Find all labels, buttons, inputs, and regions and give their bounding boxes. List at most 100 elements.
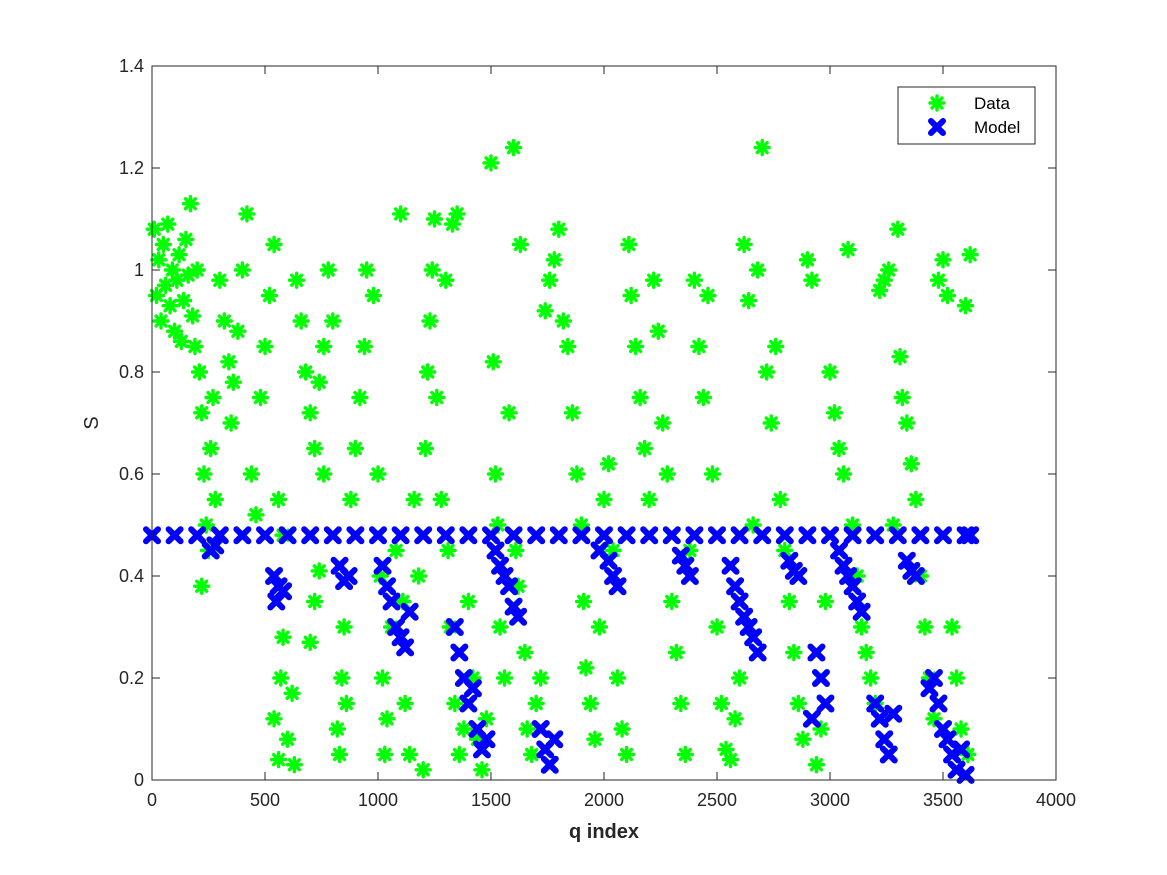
data-point [721, 750, 740, 769]
data-point [414, 761, 432, 779]
data-point [617, 745, 636, 764]
data-point [735, 235, 753, 254]
model-point [807, 643, 826, 662]
model-point [527, 526, 546, 545]
data-point [907, 490, 925, 509]
data-point [690, 337, 708, 356]
model-point [934, 526, 952, 545]
data-point [222, 414, 240, 432]
data-point [369, 465, 387, 483]
data-point [287, 271, 306, 289]
data-point [301, 633, 319, 651]
data-point [518, 720, 536, 738]
model-point [888, 526, 907, 545]
data-point [522, 745, 541, 764]
data-point [658, 465, 676, 483]
data-point [834, 465, 853, 483]
model-point [929, 694, 948, 713]
data-point [554, 312, 573, 330]
data-point [916, 618, 934, 636]
data-point [224, 373, 243, 391]
model-point [830, 541, 849, 560]
data-point [391, 205, 410, 223]
data-point [181, 194, 200, 213]
model-point [884, 704, 903, 723]
model-point [608, 577, 627, 596]
model-point [816, 694, 835, 713]
model-point [730, 592, 749, 611]
model-point [396, 638, 415, 657]
data-point [409, 567, 428, 585]
model-point [595, 526, 613, 545]
data-point [925, 710, 943, 728]
data-point [527, 694, 545, 713]
data-point [631, 388, 649, 407]
data-point [342, 490, 360, 509]
data-point [803, 271, 821, 289]
model-point [617, 526, 636, 545]
data-point [839, 240, 857, 259]
model-point [477, 730, 496, 749]
data-point [183, 307, 202, 325]
model-point [726, 577, 745, 596]
data-point [416, 439, 435, 458]
data-point [419, 363, 437, 381]
data-point [758, 363, 776, 381]
legend-label-data: Data [974, 94, 1010, 113]
data-point [174, 291, 193, 310]
model-point [753, 526, 772, 545]
model-point [775, 526, 794, 545]
data-point [296, 363, 315, 381]
data-point [581, 694, 600, 713]
series-data [145, 138, 979, 779]
model-point [924, 669, 943, 687]
x-tick-label: 1000 [358, 790, 398, 810]
y-tick-label: 1.4 [119, 56, 144, 76]
data-point [484, 353, 502, 371]
data-point [507, 541, 525, 560]
data-point [152, 312, 170, 330]
data-point [358, 261, 376, 279]
model-point [748, 643, 767, 662]
data-point [947, 669, 966, 687]
data-point [195, 465, 213, 483]
model-point [278, 526, 297, 545]
data-point [364, 286, 383, 305]
data-point [306, 439, 324, 458]
data-point [306, 592, 324, 611]
model-point [811, 669, 830, 687]
data-point [204, 388, 222, 407]
data-point [301, 404, 319, 422]
model-point [274, 582, 293, 601]
model-point [233, 526, 252, 545]
model-point [956, 765, 975, 784]
data-point [663, 592, 681, 611]
x-tick-label: 2000 [584, 790, 624, 810]
data-point [595, 490, 613, 509]
model-point [572, 526, 591, 545]
model-point [549, 526, 568, 545]
data-point [504, 138, 523, 157]
data-point [337, 694, 356, 713]
model-point [843, 526, 862, 545]
data-point [285, 756, 304, 774]
data-point [816, 592, 835, 611]
data-point [532, 669, 550, 687]
data-point [211, 271, 229, 289]
y-tick-label: 0.6 [119, 464, 144, 484]
model-point [459, 694, 478, 713]
data-point [898, 414, 916, 432]
data-point [330, 745, 349, 764]
data-point [324, 312, 342, 330]
data-point [676, 745, 695, 764]
data-point [789, 694, 808, 713]
x-tick-label: 3000 [810, 790, 850, 810]
data-point [197, 516, 215, 534]
data-point [274, 628, 292, 646]
data-point [147, 286, 166, 305]
data-point [550, 220, 568, 238]
model-point [400, 602, 419, 621]
data-point [315, 465, 333, 483]
model-point [599, 551, 618, 570]
data-point [961, 245, 979, 264]
